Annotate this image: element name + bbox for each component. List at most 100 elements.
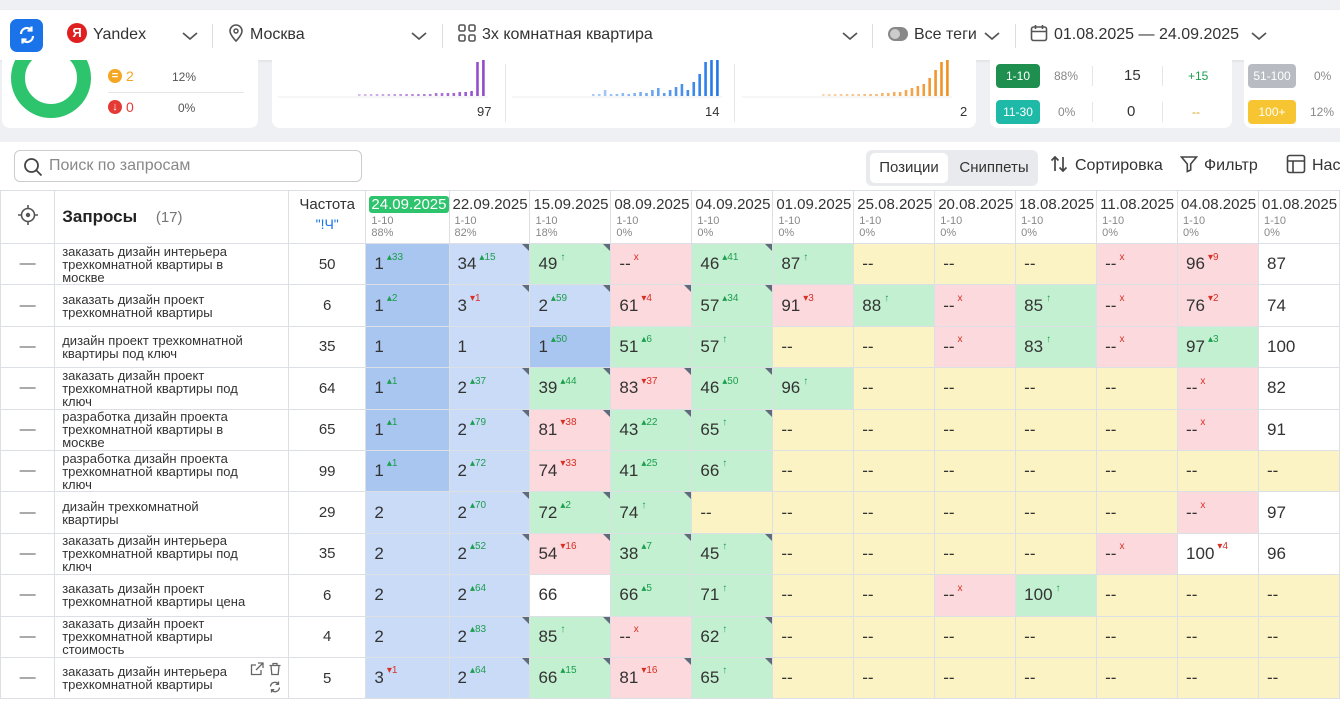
position-cell[interactable]: --	[853, 491, 936, 534]
position-cell[interactable]: 96 ↑	[772, 367, 855, 410]
position-cell[interactable]: --	[1096, 408, 1179, 451]
chevron-down-icon[interactable]	[983, 10, 1001, 60]
query-cell[interactable]: заказать дизайн интерьера трехкомнатной …	[54, 656, 289, 700]
position-cell[interactable]: -- x	[610, 242, 693, 286]
position-cell[interactable]: -- x	[1177, 491, 1259, 534]
tab-snippets[interactable]: Сниппеты	[959, 159, 1029, 176]
table-row[interactable]: — заказать дизайн интерьера трехкомнатной…	[0, 242, 1340, 286]
table-row[interactable]: — дизайн трехкомнатной квартиры 29 2 2 ▴70 72 ▴…	[0, 491, 1340, 534]
refresh-icon[interactable]	[268, 680, 282, 694]
position-cell[interactable]: 91	[1258, 408, 1340, 451]
position-cell[interactable]: --	[1015, 367, 1098, 410]
position-cell[interactable]: --	[1258, 656, 1340, 700]
position-cell[interactable]: 1 ▴2	[365, 284, 450, 327]
position-cell[interactable]: --	[1177, 449, 1259, 493]
position-cell[interactable]: 71 ↑	[691, 574, 774, 617]
position-cell[interactable]: 100 ↑	[1015, 574, 1098, 617]
trash-icon[interactable]	[268, 662, 282, 676]
row-select-cell[interactable]: —	[0, 242, 56, 286]
table-row[interactable]: — заказать дизайн проект трехкомнатной кв…	[0, 284, 1340, 327]
table-row[interactable]: — заказать дизайн проект трехкомнатной кв…	[0, 615, 1340, 658]
position-cell[interactable]: --	[1177, 615, 1259, 658]
position-cell[interactable]: 46 ▴50	[691, 367, 774, 410]
query-cell[interactable]: заказать дизайн проект трехкомнатной ква…	[54, 367, 289, 410]
external-link-icon[interactable]	[250, 662, 264, 676]
position-cell[interactable]: --	[1096, 491, 1179, 534]
position-cell[interactable]: 2 ▴37	[448, 367, 531, 410]
date-column-header[interactable]: 24.09.2025 1-10 88%	[365, 190, 450, 244]
position-cell[interactable]: 74 ▾33	[529, 449, 612, 493]
position-cell[interactable]: -- x	[1096, 532, 1179, 576]
position-cell[interactable]: --	[772, 656, 855, 700]
position-cell[interactable]: --	[1258, 574, 1340, 617]
position-cell[interactable]: 1 ▴33	[365, 242, 450, 286]
position-cell[interactable]: 96 ▾9	[1177, 242, 1259, 286]
date-column-header[interactable]: 22.09.2025 1-10 82%	[448, 190, 531, 244]
crosshair-icon[interactable]	[17, 204, 39, 226]
tags-select[interactable]: Все теги	[888, 10, 977, 60]
position-cell[interactable]: -- x	[1177, 408, 1259, 451]
position-cell[interactable]: --	[934, 656, 1017, 700]
position-cell[interactable]: 1 ▴1	[365, 449, 450, 493]
position-cell[interactable]: --	[1096, 656, 1179, 700]
position-cell[interactable]: --	[772, 408, 855, 451]
position-cell[interactable]: --	[934, 408, 1017, 451]
position-cell[interactable]: 51 ▴6	[610, 325, 693, 369]
engine-select[interactable]: Я Yandex	[67, 10, 146, 60]
position-cell[interactable]: 83 ▾37	[610, 367, 693, 410]
position-cell[interactable]: -- x	[934, 284, 1017, 327]
position-cell[interactable]: 88 ↑	[853, 284, 936, 327]
position-cell[interactable]: --	[1015, 242, 1098, 286]
position-cell[interactable]: 2 ▴64	[448, 574, 531, 617]
position-cell[interactable]: 97 ▴3	[1177, 325, 1259, 369]
position-cell[interactable]: 97	[1258, 491, 1340, 534]
position-cell[interactable]: --	[1096, 615, 1179, 658]
position-cell[interactable]: 41 ▴25	[610, 449, 693, 493]
table-row[interactable]: — разработка дизайн проекта трехкомнатной…	[0, 408, 1340, 451]
position-cell[interactable]: 1 ▴50	[529, 325, 612, 369]
position-cell[interactable]: -- x	[1096, 284, 1179, 327]
position-cell[interactable]: --	[853, 325, 936, 369]
table-row[interactable]: — дизайн проект трехкомнатной квартиры по…	[0, 325, 1340, 369]
position-cell[interactable]: 100 ▾4	[1177, 532, 1259, 576]
chevron-down-icon[interactable]	[841, 10, 859, 60]
position-cell[interactable]: --	[853, 367, 936, 410]
date-column-header[interactable]: 18.08.2025 1-10 0%	[1015, 190, 1098, 244]
table-row[interactable]: — заказать дизайн интерьера трехкомнатной…	[0, 656, 1340, 700]
position-cell[interactable]: --	[772, 532, 855, 576]
position-cell[interactable]: 91 ▾3	[772, 284, 855, 327]
position-cell[interactable]: 85 ↑	[1015, 284, 1098, 327]
date-range-select[interactable]: 01.08.2025 — 24.09.2025	[1030, 10, 1239, 60]
date-column-header[interactable]: 11.08.2025 1-10 0%	[1096, 190, 1179, 244]
position-cell[interactable]: --	[853, 532, 936, 576]
table-row[interactable]: — разработка дизайн проекта трехкомнатной…	[0, 449, 1340, 493]
position-cell[interactable]: 2 ▴70	[448, 491, 531, 534]
position-cell[interactable]: 1 ▴1	[365, 408, 450, 451]
position-cell[interactable]: 72 ▴2	[529, 491, 612, 534]
position-cell[interactable]: --	[1015, 656, 1098, 700]
position-cell[interactable]: 49 ↑	[529, 242, 612, 286]
position-cell[interactable]: 34 ▴15	[448, 242, 531, 286]
position-cell[interactable]: 1	[365, 325, 450, 369]
position-cell[interactable]: 81 ▾16	[610, 656, 693, 700]
position-cell[interactable]: 57 ↑	[691, 325, 774, 369]
row-select-cell[interactable]: —	[0, 656, 56, 700]
position-cell[interactable]: 85 ↑	[529, 615, 612, 658]
project-select[interactable]: 3х комнатная квартира	[458, 10, 653, 60]
position-cell[interactable]: --	[934, 532, 1017, 576]
position-cell[interactable]: 2	[365, 491, 450, 534]
date-column-header[interactable]: 04.08.2025 1-10 0%	[1177, 190, 1259, 244]
table-row[interactable]: — заказать дизайн проект трехкомнатной кв…	[0, 574, 1340, 617]
position-cell[interactable]: 45 ↑	[691, 532, 774, 576]
position-cell[interactable]: --	[772, 491, 855, 534]
range-badge-1-10[interactable]: 1-10	[996, 64, 1040, 88]
position-cell[interactable]: 46 ▴41	[691, 242, 774, 286]
position-cell[interactable]: 76 ▾2	[1177, 284, 1259, 327]
refresh-button[interactable]	[10, 19, 43, 52]
position-cell[interactable]: 74	[1258, 284, 1340, 327]
date-column-header[interactable]: 04.09.2025 1-10 0%	[691, 190, 774, 244]
region-select[interactable]: Москва	[228, 10, 305, 60]
filter-button[interactable]: Фильтр	[1179, 152, 1258, 180]
date-column-header[interactable]: 01.08.2025 1-10 0%	[1258, 190, 1340, 244]
position-cell[interactable]: 66 ↑	[691, 449, 774, 493]
